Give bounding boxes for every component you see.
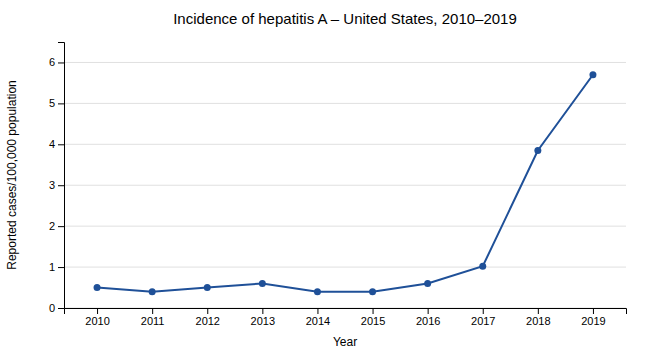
tick-mark [58,185,64,186]
tick-mark [593,308,594,314]
tick: 1 [49,261,64,273]
tick-label: 1 [49,261,55,273]
grid-line [64,62,626,63]
tick-mark [58,144,64,145]
tick-mark [58,103,64,104]
tick-mark [58,267,64,268]
tick-label: 2011 [141,315,165,327]
tick: 2015 [361,308,385,327]
axis-line [65,309,627,315]
tick-label: 2010 [85,315,109,327]
point [369,288,376,295]
y-axis: 0 1 2 3 4 5 6 [49,43,65,315]
tick: 2016 [416,308,440,327]
point [259,280,266,287]
tick: 3 [49,179,64,191]
tick-mark [58,308,64,309]
tick-label: 4 [49,138,55,150]
tick: 4 [49,138,64,150]
y-axis-title: Reported cases/100,000 population [5,80,19,269]
tick-mark [58,62,64,63]
tick-label: 2019 [581,315,605,327]
tick-mark [373,308,374,314]
tick: 2012 [196,308,220,327]
tick-label: 2014 [306,315,330,327]
grid [64,62,626,308]
tick: 2017 [471,308,495,327]
point [479,263,486,270]
point [149,288,156,295]
grid-line [64,185,626,186]
plot-area: 2010201120122013201420152016201720182019… [49,43,627,327]
tick: 2 [49,220,64,232]
tick-label: 2 [49,220,55,232]
tick: 2019 [581,308,605,327]
chart: 2010201120122013201420152016201720182019… [0,0,650,356]
point [204,284,211,291]
tick: 0 [49,302,64,314]
tick-label: 5 [49,97,55,109]
tick-mark [262,308,263,314]
series [94,71,597,295]
tick: 5 [49,97,64,109]
tick-mark [428,308,429,314]
point [314,288,321,295]
tick-label: 3 [49,179,55,191]
tick: 2010 [85,308,109,327]
tick-mark [538,308,539,314]
x-axis: 2010 2011 2012 2013 2014 2015 2016 2017 2018 2019 [65,308,627,327]
tick: 2014 [306,308,330,327]
grid-line [64,267,626,268]
tick-label: 0 [49,302,55,314]
axis-line [58,43,65,309]
tick: 2018 [526,308,550,327]
tick: 2011 [141,308,165,327]
tick-mark [97,308,98,314]
point [534,147,541,154]
tick-label: 2017 [471,315,495,327]
tick-mark [317,308,318,314]
tick-label: 6 [49,56,55,68]
grid-line [64,226,626,227]
tick-mark [58,226,64,227]
tick-mark [483,308,484,314]
tick-label: 2012 [196,315,220,327]
tick-mark [152,308,153,314]
tick-label: 2018 [526,315,550,327]
tick-label: 2015 [361,315,385,327]
tick-label: 2013 [251,315,275,327]
x-axis-title: Year [333,335,357,349]
tick-mark [207,308,208,314]
title: Incidence of hepatitis A – United States… [173,10,517,27]
point [424,280,431,287]
tick: 2013 [251,308,275,327]
grid-line [64,103,626,104]
point [94,284,101,291]
tick: 6 [49,56,64,68]
line [97,75,593,292]
tick-label: 2016 [416,315,440,327]
point [589,71,596,78]
